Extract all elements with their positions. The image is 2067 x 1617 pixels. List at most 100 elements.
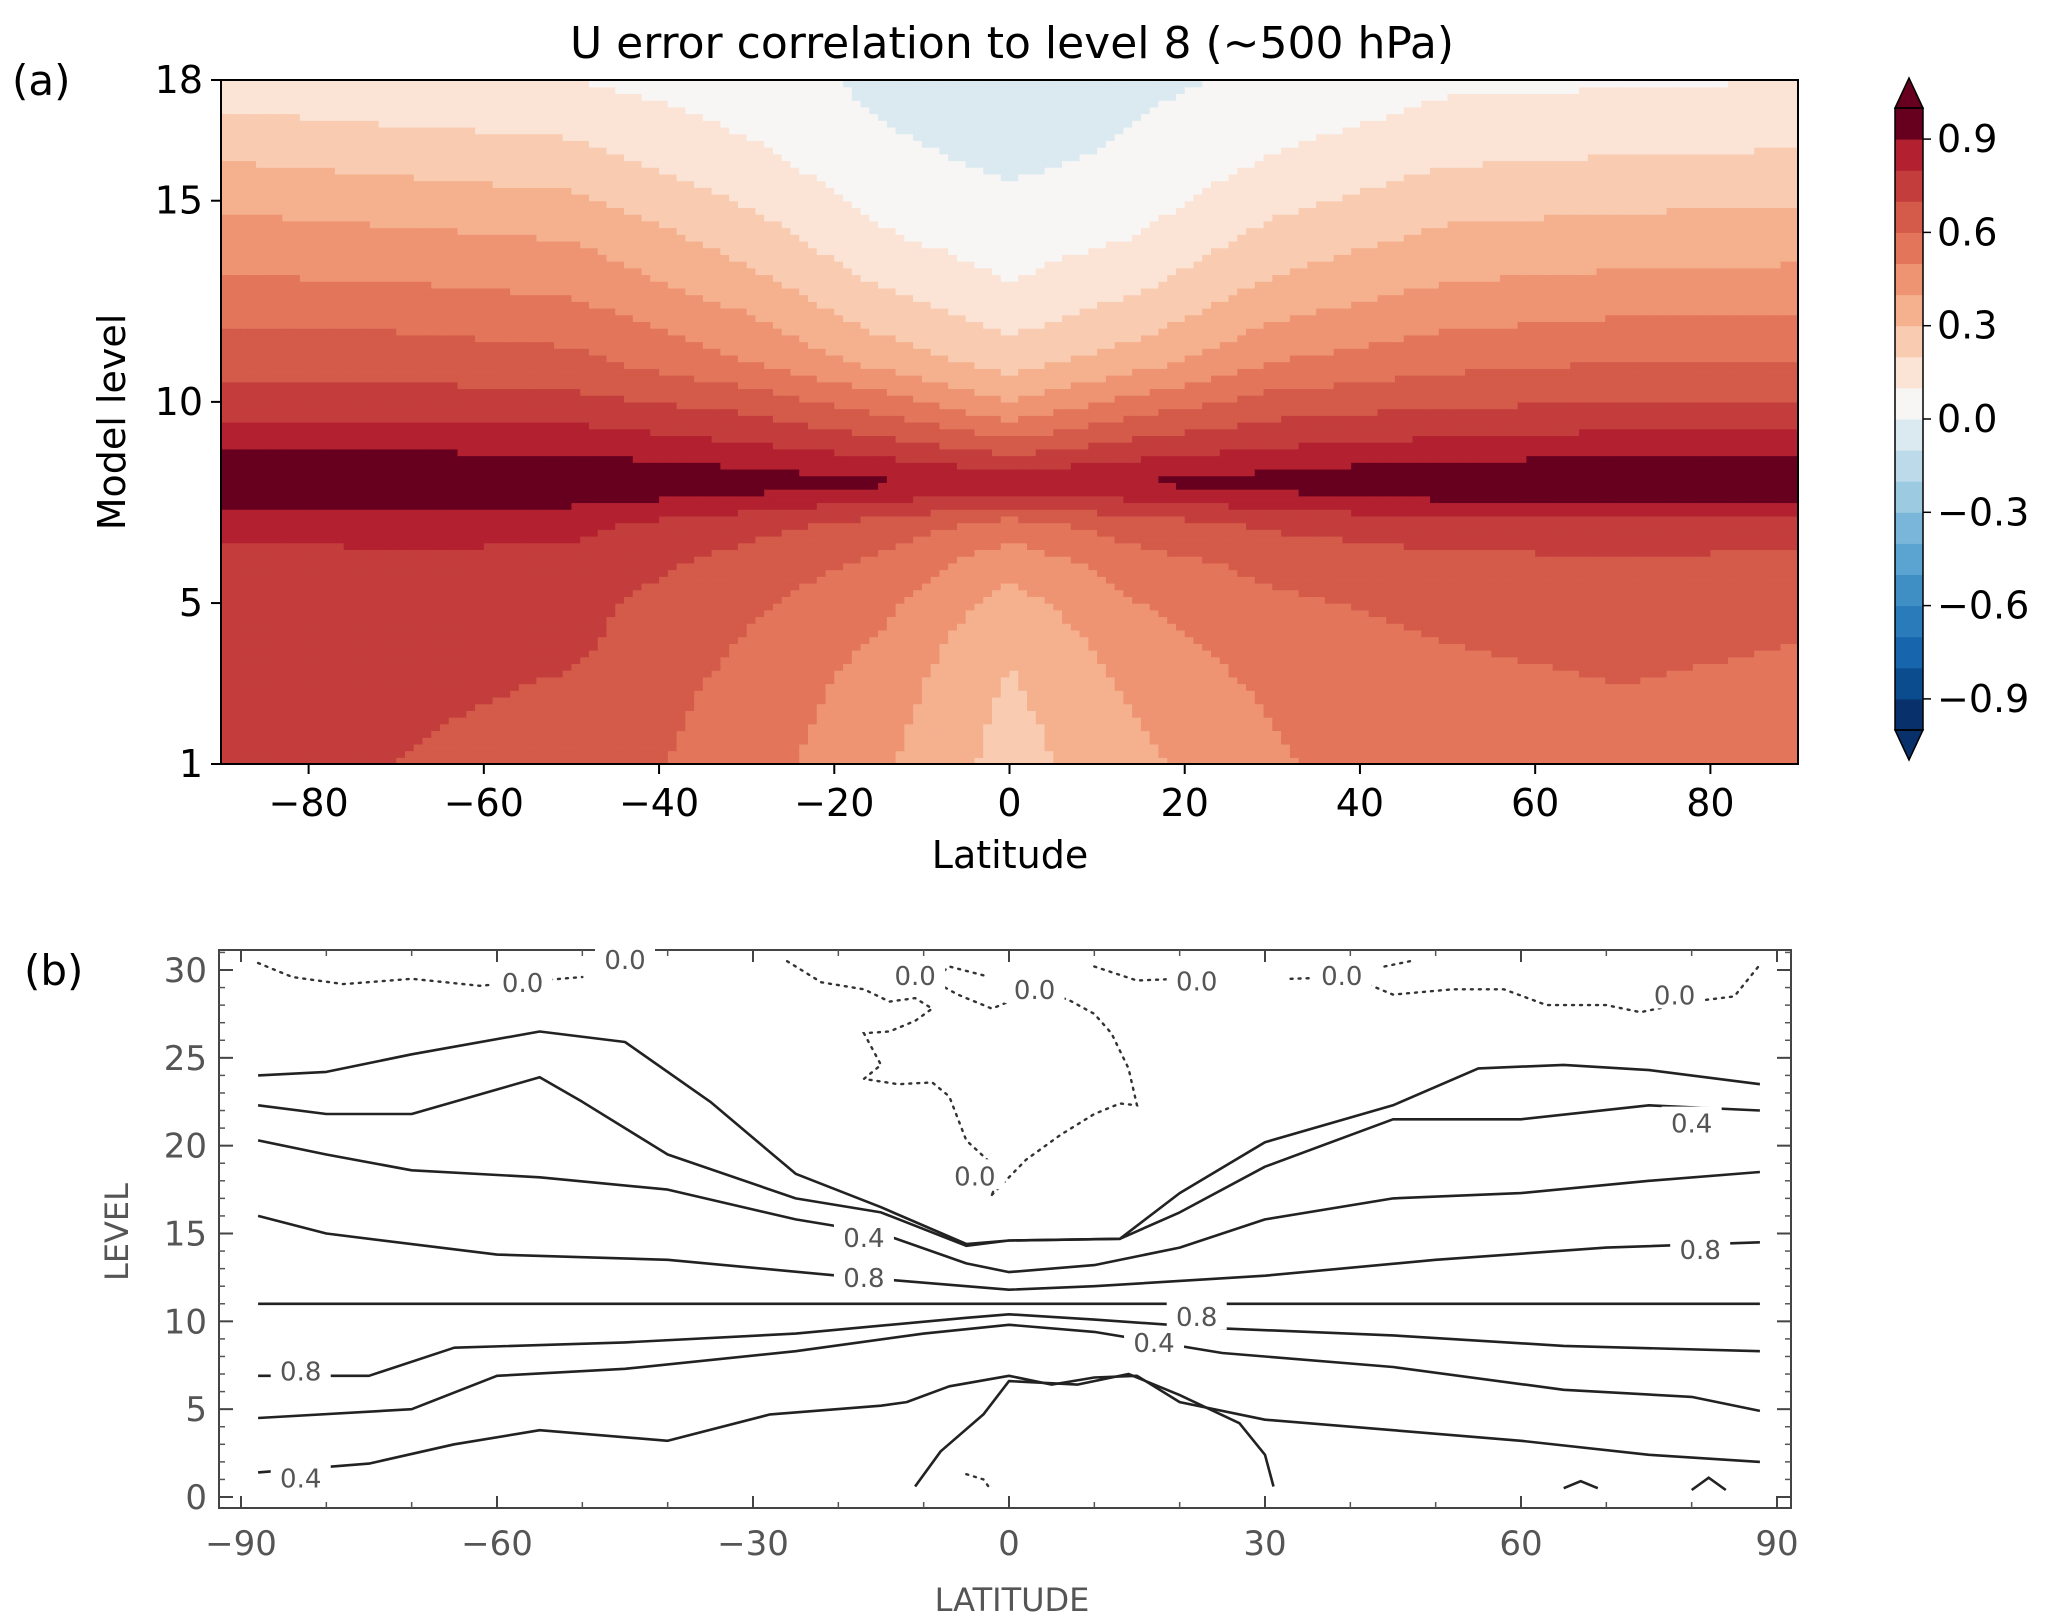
heatmap-cell xyxy=(309,241,318,248)
heatmap-cell xyxy=(230,274,239,281)
heatmap-cell xyxy=(317,234,326,241)
heatmap-cell xyxy=(379,80,388,87)
heatmap-cell xyxy=(291,315,300,322)
heatmap-cell xyxy=(387,415,396,422)
heatmap-cell xyxy=(589,610,598,617)
heatmap-cell xyxy=(274,415,283,422)
heatmap-cell xyxy=(571,744,580,751)
heatmap-cell xyxy=(265,516,274,523)
heatmap-cell xyxy=(598,194,607,201)
heatmap-cell xyxy=(282,657,291,664)
heatmap-cell xyxy=(265,234,274,241)
heatmap-cell xyxy=(545,187,554,194)
heatmap-cell xyxy=(484,321,493,328)
heatmap-cell xyxy=(361,281,370,288)
heatmap-cell xyxy=(387,134,396,141)
heatmap-cell xyxy=(510,462,519,469)
heatmap-cell xyxy=(414,469,423,476)
heatmap-cell xyxy=(265,214,274,221)
heatmap-cell xyxy=(615,194,624,201)
heatmap-cell xyxy=(370,134,379,141)
heatmap-cell xyxy=(545,630,554,637)
heatmap-cell xyxy=(379,543,388,550)
heatmap-cell xyxy=(431,254,440,261)
heatmap-cell xyxy=(493,268,502,275)
heatmap-cell xyxy=(510,576,519,583)
heatmap-cell xyxy=(554,80,563,87)
heatmap-cell xyxy=(598,529,607,536)
heatmap-cell xyxy=(396,663,405,670)
heatmap-cell xyxy=(431,207,440,214)
heatmap-cell xyxy=(475,482,484,489)
heatmap-cell xyxy=(282,710,291,717)
heatmap-cell xyxy=(431,596,440,603)
heatmap-cell xyxy=(317,315,326,322)
heatmap-cell xyxy=(274,187,283,194)
heatmap-cell xyxy=(344,643,353,650)
heatmap-cell xyxy=(247,435,256,442)
heatmap-cell xyxy=(519,382,528,389)
heatmap-cell xyxy=(230,342,239,349)
heatmap-cell xyxy=(580,509,589,516)
heatmap-cell xyxy=(387,107,396,114)
heatmap-cell xyxy=(615,476,624,483)
heatmap-cell xyxy=(440,623,449,630)
heatmap-cell xyxy=(300,456,309,463)
heatmap-cell xyxy=(326,375,335,382)
heatmap-cell xyxy=(291,650,300,657)
heatmap-cell xyxy=(615,415,624,422)
heatmap-cell xyxy=(344,563,353,570)
heatmap-cell xyxy=(580,496,589,503)
heatmap-cell xyxy=(309,442,318,449)
heatmap-cell xyxy=(493,576,502,583)
heatmap-cell xyxy=(440,234,449,241)
heatmap-cell xyxy=(615,570,624,577)
heatmap-cell xyxy=(501,590,510,597)
heatmap-cell xyxy=(247,241,256,248)
heatmap-cell xyxy=(291,456,300,463)
heatmap-cell xyxy=(335,724,344,731)
heatmap-cell xyxy=(370,355,379,362)
heatmap-cell xyxy=(335,643,344,650)
heatmap-cell xyxy=(624,657,633,664)
heatmap-cell xyxy=(256,536,265,543)
heatmap-cell xyxy=(484,375,493,382)
heatmap-cell xyxy=(344,328,353,335)
heatmap-cell xyxy=(642,603,651,610)
heatmap-cell xyxy=(493,482,502,489)
heatmap-cell xyxy=(536,127,545,134)
heatmap-cell xyxy=(536,120,545,127)
heatmap-cell xyxy=(598,563,607,570)
heatmap-cell xyxy=(265,657,274,664)
heatmap-cell xyxy=(423,482,432,489)
heatmap-cell xyxy=(344,489,353,496)
heatmap-cell xyxy=(396,563,405,570)
heatmap-cell xyxy=(642,657,651,664)
heatmap-cell xyxy=(317,616,326,623)
heatmap-cell xyxy=(247,429,256,436)
heatmap-cell xyxy=(344,228,353,235)
heatmap-cell xyxy=(466,509,475,516)
heatmap-cell xyxy=(326,409,335,416)
heatmap-cell xyxy=(344,596,353,603)
heatmap-cell xyxy=(449,348,458,355)
heatmap-cell xyxy=(484,730,493,737)
heatmap-cell xyxy=(300,120,309,127)
heatmap-cell xyxy=(458,187,467,194)
heatmap-cell xyxy=(554,751,563,758)
heatmap-cell xyxy=(475,281,484,288)
heatmap-cell xyxy=(300,697,309,704)
heatmap-cell xyxy=(309,415,318,422)
heatmap-cell xyxy=(239,476,248,483)
heatmap-cell xyxy=(335,140,344,147)
heatmap-cell xyxy=(563,737,572,744)
heatmap-cell xyxy=(379,301,388,308)
heatmap-cell xyxy=(396,328,405,335)
heatmap-cell xyxy=(580,174,589,181)
heatmap-cell xyxy=(466,449,475,456)
heatmap-cell xyxy=(431,509,440,516)
heatmap-cell xyxy=(449,93,458,100)
heatmap-cell xyxy=(282,355,291,362)
heatmap-cell xyxy=(379,704,388,711)
heatmap-cell xyxy=(230,87,239,94)
